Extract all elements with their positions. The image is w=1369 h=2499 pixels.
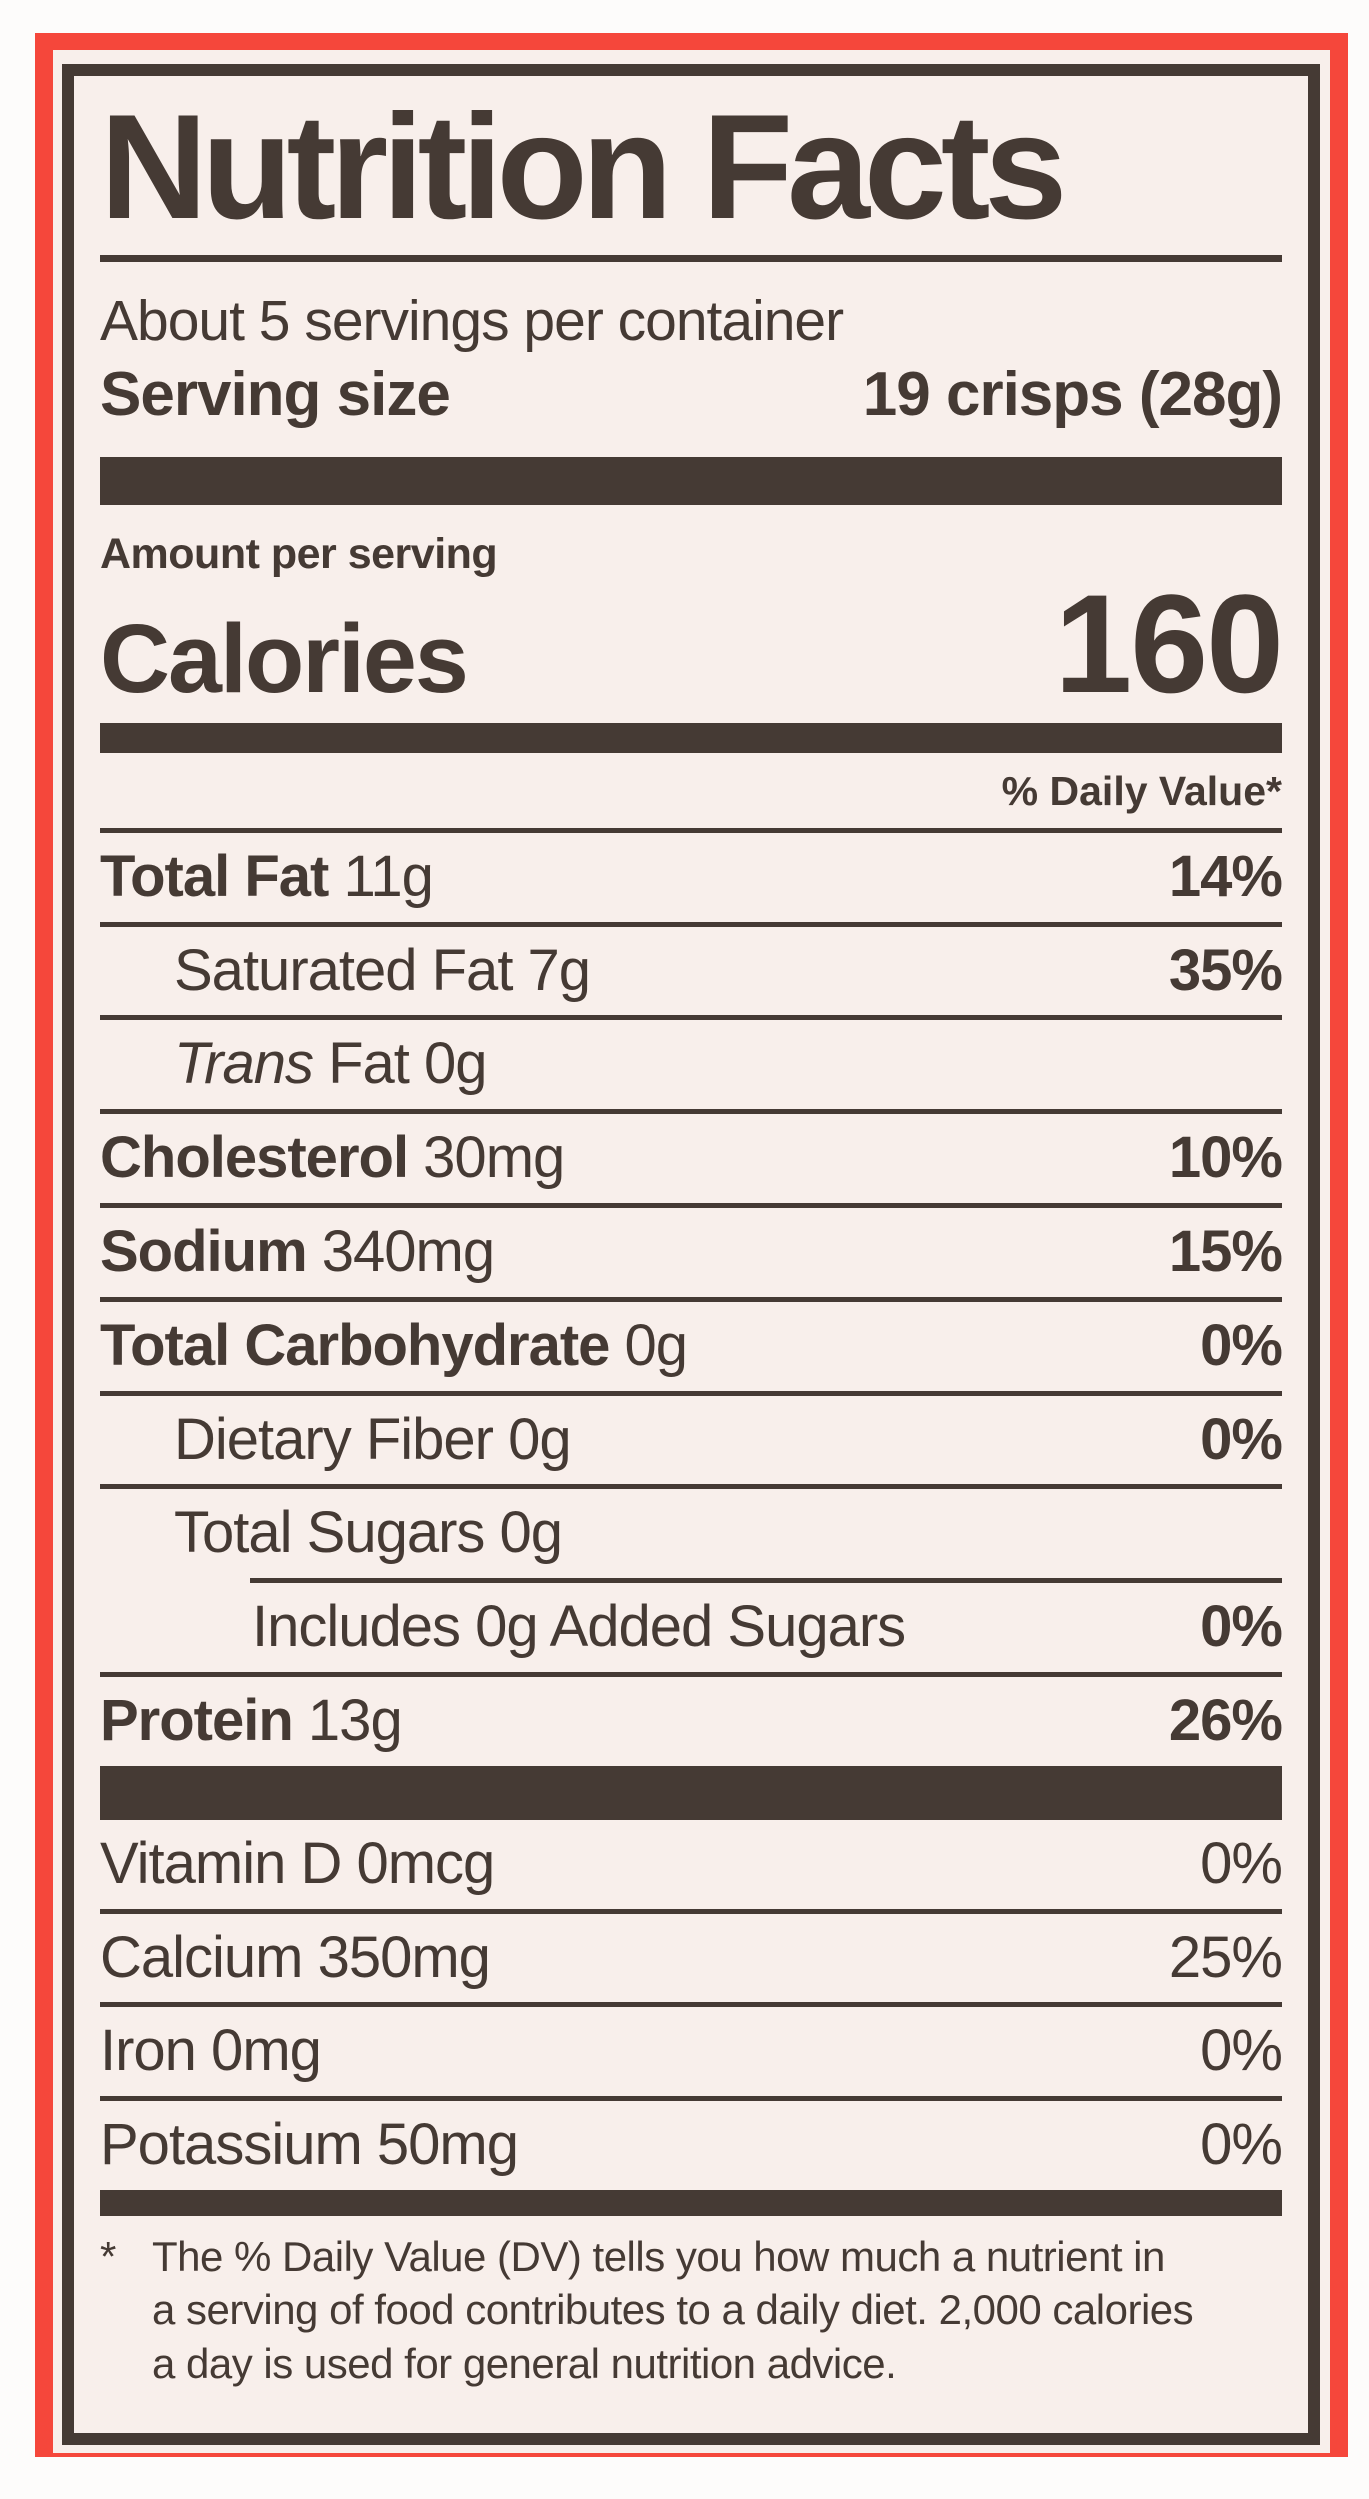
nutrient-name: Iron 0mg (100, 2018, 322, 2084)
row-total-sugars: Total Sugars 0g (100, 1489, 1282, 1578)
divider (100, 2002, 1282, 2008)
row-vitamin-d: Vitamin D 0mcg 0% (100, 1820, 1283, 1909)
footnote-asterisk: * (100, 2232, 116, 2280)
row-protein: Protein 13g 26% (100, 1677, 1283, 1766)
nutrient-pct: 0% (1200, 1830, 1283, 1896)
nutrient-pct: 10% (1168, 1125, 1283, 1191)
divider (100, 1203, 1282, 1208)
calories-label: Calories (100, 604, 469, 714)
section-bar (100, 2189, 1282, 2216)
row-potassium: Potassium 50mg 0% (100, 2101, 1283, 2190)
servings-per-container: About 5 servings per container (100, 289, 844, 353)
serving-size-row: Serving size 19 crisps (28g) (100, 359, 1283, 429)
footnote-line: a day is used for general nutrition advi… (152, 2339, 897, 2387)
calories-value: 160 (1054, 565, 1284, 723)
divider (100, 921, 1282, 927)
row-saturated-fat: Saturated Fat 7g 35% (100, 927, 1283, 1016)
nutrient-pct: 35% (1168, 937, 1283, 1003)
nutrient-name: Dietary Fiber 0g (174, 1406, 572, 1472)
row-sodium: Sodium 340mg 15% (100, 1208, 1283, 1297)
nutrient-amount: 0g (609, 1312, 689, 1378)
nutrition-facts-label: Nutrition Facts About 5 servings per con… (62, 64, 1320, 2445)
nutrient-name: Total Sugars 0g (174, 1500, 563, 1566)
row-total-carbohydrate: Total Carbohydrate 0g 0% (100, 1302, 1283, 1391)
nutrient-amount: 11g (328, 843, 433, 909)
nutrient-pct: 0% (1200, 1406, 1283, 1472)
serving-size-label: Serving size (100, 359, 451, 429)
footnote-line: a serving of food contributes to a daily… (152, 2286, 1194, 2334)
nutrient-amount: 30mg (408, 1125, 565, 1191)
nutrient-pct: 14% (1168, 843, 1283, 909)
divider-indented (250, 1578, 1282, 1584)
nutrient-pct: 0% (1200, 1312, 1283, 1378)
nutrient-pct: 0% (1200, 2112, 1283, 2178)
row-total-fat: Total Fat 11g 14% (100, 833, 1283, 922)
calories-row: Calories 160 (100, 565, 1284, 723)
nutrient-amount: 13g (292, 1687, 403, 1753)
nutrient-name: Protein (100, 1687, 294, 1753)
row-added-sugars: Includes 0g Added Sugars 0% (100, 1583, 1283, 1672)
label-title: Nutrition Facts (100, 83, 1067, 250)
divider (100, 1671, 1282, 1677)
serving-size-value: 19 crisps (28g) (862, 359, 1283, 429)
row-calcium: Calcium 350mg 25% (100, 1914, 1283, 2003)
row-cholesterol: Cholesterol 30mg 10% (100, 1114, 1283, 1203)
daily-value-footnote: * The % Daily Value (DV) tells you how m… (100, 2230, 1282, 2390)
amount-per-serving: Amount per serving (100, 529, 498, 578)
nutrient-pct: 15% (1168, 1219, 1283, 1284)
nutrient-pct: 0% (1200, 2018, 1283, 2084)
nutrient-name: Total Fat (100, 843, 329, 909)
nutrient-name-italic: Trans (174, 1031, 314, 1097)
divider (100, 1908, 1282, 1914)
row-iron: Iron 0mg 0% (100, 2007, 1283, 2096)
divider (100, 1015, 1282, 1021)
nutrient-name: Cholesterol (100, 1125, 409, 1191)
divider (100, 1296, 1282, 1302)
nutrient-pct: 26% (1168, 1687, 1283, 1753)
nutrient-name: Potassium 50mg (100, 2112, 519, 2178)
row-trans-fat: Trans Fat 0g (100, 1020, 1282, 1109)
divider (100, 1390, 1282, 1396)
nutrient-amount: 340mg (306, 1219, 495, 1284)
nutrient-pct: 0% (1200, 1594, 1283, 1660)
daily-value-header: % Daily Value* (1001, 767, 1282, 814)
section-bar (100, 722, 1282, 753)
nutrient-name: Total Carbohydrate (100, 1312, 610, 1378)
divider (100, 1109, 1282, 1115)
nutrient-name: Calcium 350mg (100, 1924, 491, 1990)
row-dietary-fiber: Dietary Fiber 0g 0% (100, 1396, 1283, 1485)
divider (100, 827, 1282, 833)
divider (100, 2096, 1282, 2102)
nutrient-name: Vitamin D 0mcg (100, 1830, 495, 1896)
section-bar (100, 456, 1282, 505)
title-rule (100, 255, 1282, 262)
nutrient-name: Sodium (100, 1219, 308, 1284)
nutrient-pct: 25% (1168, 1924, 1283, 1990)
section-bar (100, 1765, 1282, 1820)
footnote-line: The % Daily Value (DV) tells you how muc… (152, 2232, 1165, 2280)
nutrient-name: Saturated Fat 7g (174, 937, 591, 1003)
nutrient-amount: Fat 0g (312, 1031, 487, 1097)
nutrient-name: Includes 0g Added Sugars (252, 1594, 906, 1660)
divider (100, 1484, 1282, 1490)
